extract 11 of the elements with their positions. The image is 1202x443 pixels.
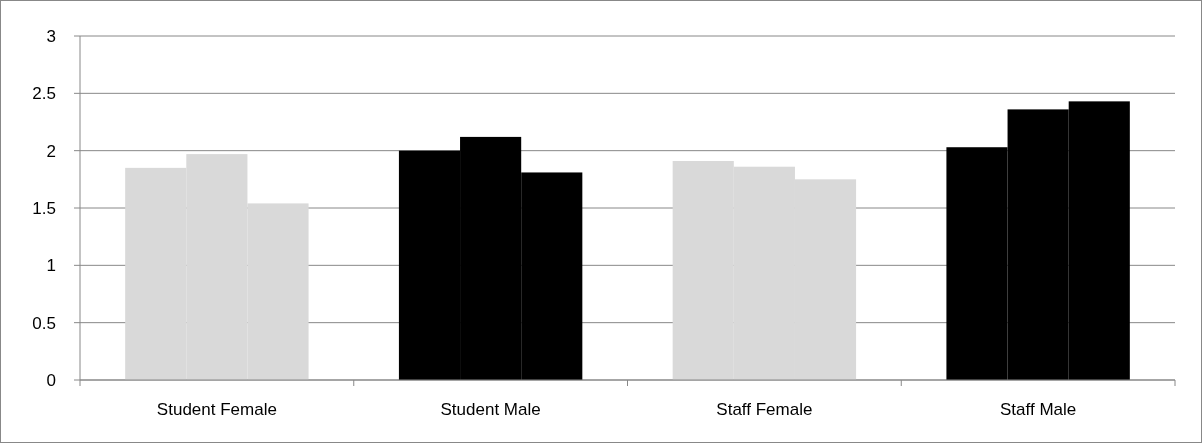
x-tick-label: Staff Female xyxy=(716,400,813,419)
y-tick-label: 0 xyxy=(46,370,56,390)
y-tick-label: 3 xyxy=(46,26,56,46)
x-tick-label: Student Male xyxy=(440,400,541,419)
y-tick-label: 1.5 xyxy=(32,198,56,218)
y-tick-label: 1 xyxy=(46,256,56,276)
x-tick-label: Staff Male xyxy=(1000,400,1077,419)
y-tick-label: 2.5 xyxy=(32,84,56,104)
x-tick-label: Student Female xyxy=(156,400,277,419)
y-tick-label: 0.5 xyxy=(32,313,56,333)
y-tick-label: 2 xyxy=(46,141,56,161)
